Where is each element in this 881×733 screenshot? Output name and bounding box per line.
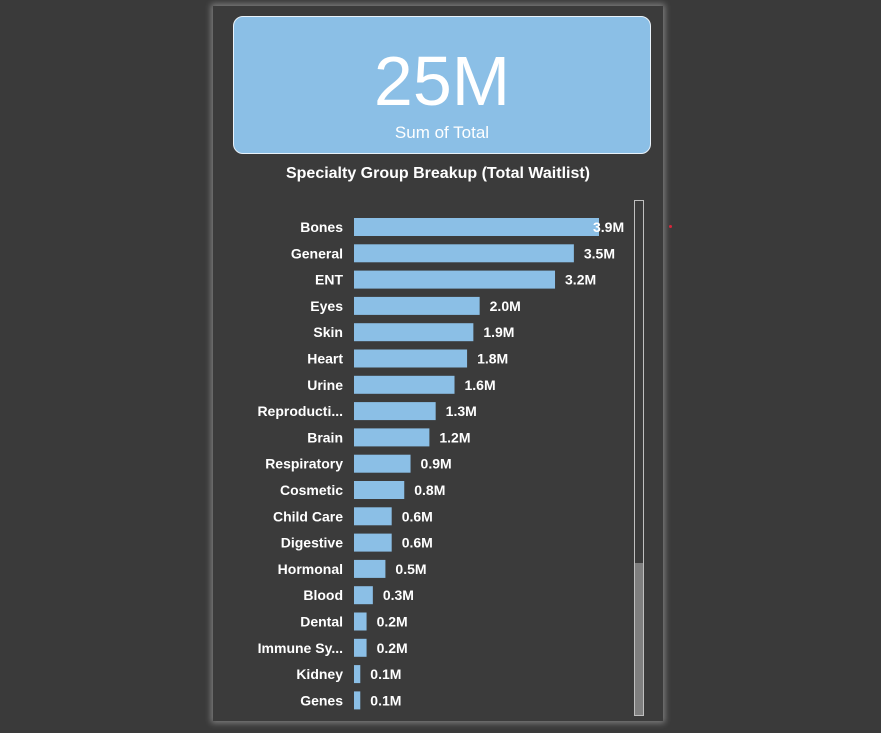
kpi-card[interactable]: 25M Sum of Total [233, 16, 651, 154]
bar[interactable] [354, 244, 574, 263]
bar[interactable] [354, 296, 480, 315]
bar-chart[interactable]: Bones 3.9M General 3.5M ENT 3.2M Eyes 2.0M Skin 1… [213, 196, 633, 711]
category-label: Urine [307, 377, 343, 393]
data-label: 1.3M [446, 403, 477, 419]
category-label: Dental [300, 614, 343, 630]
bar[interactable] [354, 270, 556, 289]
category-label: Kidney [296, 666, 343, 682]
category-label: Brain [307, 429, 343, 445]
bar[interactable] [354, 481, 405, 499]
category-label: ENT [315, 272, 343, 288]
bar[interactable] [354, 691, 361, 710]
bar[interactable] [354, 375, 455, 394]
bar[interactable] [354, 218, 599, 236]
category-label: Skin [313, 324, 343, 340]
vertical-scrollbar[interactable] [634, 200, 644, 716]
data-label: 3.9M [593, 219, 624, 235]
data-label: 3.5M [584, 245, 615, 261]
bar[interactable] [354, 323, 474, 342]
category-label: Bones [300, 219, 343, 235]
cursor-dot [669, 225, 672, 228]
data-label: 0.1M [370, 692, 401, 708]
bar[interactable] [354, 402, 436, 421]
data-label: 0.8M [414, 482, 445, 498]
category-label: Child Care [273, 508, 343, 524]
bar[interactable] [354, 507, 392, 526]
category-label: Heart [307, 351, 343, 367]
scrollbar-thumb[interactable] [635, 563, 643, 715]
bar[interactable] [354, 349, 468, 368]
data-label: 0.9M [421, 456, 452, 472]
category-label: Immune Sy... [258, 640, 343, 656]
bar[interactable] [354, 428, 430, 447]
bar[interactable] [354, 586, 373, 605]
bar[interactable] [354, 612, 367, 631]
kpi-label: Sum of Total [394, 123, 490, 142]
data-label: 0.1M [370, 666, 401, 682]
data-label: 0.6M [402, 508, 433, 524]
category-label: Cosmetic [280, 482, 343, 498]
bar[interactable] [354, 559, 386, 578]
kpi-value: 25M [373, 42, 511, 120]
bar[interactable] [354, 533, 392, 552]
data-label: 1.6M [465, 377, 496, 393]
data-label: 0.3M [383, 587, 414, 603]
data-label: 0.2M [377, 614, 408, 630]
category-label: Genes [300, 692, 343, 708]
visual-panel: 25M Sum of Total Specialty Group Breakup… [213, 6, 663, 721]
category-label: Reproducti... [257, 403, 343, 419]
data-label: 1.9M [483, 324, 514, 340]
bar[interactable] [354, 638, 367, 657]
data-label: 3.2M [565, 272, 596, 288]
category-label: Digestive [281, 535, 343, 551]
data-label: 0.6M [402, 535, 433, 551]
category-label: Blood [303, 587, 343, 603]
data-label: 1.8M [477, 351, 508, 367]
data-label: 0.5M [395, 561, 426, 577]
chart-title: Specialty Group Breakup (Total Waitlist) [285, 165, 591, 182]
category-label: Respiratory [265, 456, 343, 472]
data-label: 0.2M [377, 640, 408, 656]
bar[interactable] [354, 665, 361, 684]
category-label: General [291, 245, 343, 261]
category-label: Eyes [310, 298, 343, 314]
data-label: 1.2M [439, 429, 470, 445]
bar[interactable] [354, 454, 411, 473]
category-label: Hormonal [278, 561, 343, 577]
data-label: 2.0M [490, 298, 521, 314]
